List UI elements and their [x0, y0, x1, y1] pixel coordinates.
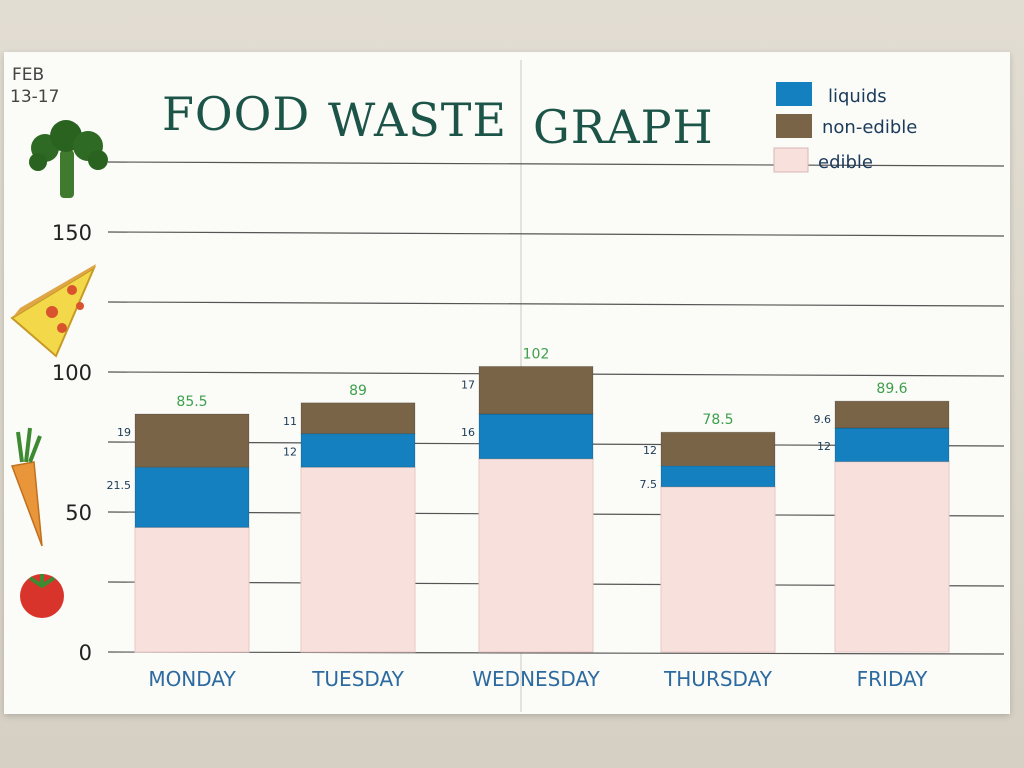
- bars: [134, 365, 950, 653]
- x-label-wednesday: WEDNESDAY: [472, 667, 600, 691]
- date-line-1: FEB: [12, 65, 44, 85]
- legend-swatch-non-edible: [776, 114, 812, 138]
- total-labels: 85.5 89 102 78.5 89.6: [176, 346, 907, 428]
- y-tick-label: 50: [65, 501, 92, 525]
- x-label-monday: MONDAY: [148, 667, 236, 691]
- segment-label-liquids: 16: [461, 426, 475, 439]
- segment-label-liquids: 7.5: [640, 478, 658, 491]
- segment-label-non-edible: 9.6: [814, 413, 832, 426]
- segment-label-non-edible: 17: [461, 378, 475, 391]
- pizza-slice-icon: [10, 264, 97, 358]
- total-label: 78.5: [702, 412, 733, 428]
- bar-liquids-friday: [834, 427, 950, 463]
- legend-label-liquids: liquids: [828, 86, 887, 107]
- x-label-thursday: THURSDAY: [663, 667, 773, 691]
- broccoli-icon: [29, 120, 108, 198]
- x-label-friday: FRIDAY: [857, 667, 928, 691]
- bar-non-edible-thursday: [660, 431, 776, 467]
- legend-swatch-edible: [773, 147, 809, 173]
- tomato-icon: [20, 574, 64, 618]
- legend: liquids non-edible edible: [773, 82, 917, 173]
- bar-non-edible-tuesday: [300, 402, 416, 435]
- segment-label-non-edible: 19: [117, 426, 131, 439]
- y-tick-label: 0: [79, 641, 92, 665]
- legend-label-edible: edible: [818, 152, 873, 173]
- total-label: 85.5: [176, 394, 207, 410]
- x-label-tuesday: TUESDAY: [311, 667, 404, 691]
- bar-liquids-monday: [134, 466, 250, 528]
- total-label: 102: [523, 346, 550, 362]
- bar-non-edible-monday: [134, 413, 250, 468]
- gridline: [107, 231, 1005, 237]
- total-label: 89.6: [876, 381, 907, 397]
- legend-swatch-liquids: [776, 82, 812, 106]
- bar-edible-monday: [134, 526, 250, 653]
- y-tick-label: 100: [52, 361, 92, 385]
- total-label: 89: [349, 383, 367, 399]
- segment-label-liquids: 12: [283, 446, 297, 459]
- x-axis-labels: MONDAY TUESDAY WEDNESDAY THURSDAY FRIDAY: [148, 667, 928, 691]
- bar-edible-friday: [834, 461, 950, 653]
- bar-liquids-wednesday: [478, 413, 594, 460]
- gridline: [107, 161, 1005, 167]
- bar-edible-tuesday: [300, 466, 416, 653]
- bar-liquids-thursday: [660, 465, 776, 488]
- chart-title-word-2: WASTE: [328, 93, 507, 147]
- segment-label-non-edible: 12: [643, 444, 657, 457]
- chart-title-word-3: GRAPH: [533, 100, 714, 154]
- legend-label-non-edible: non-edible: [822, 117, 917, 138]
- bar-edible-thursday: [660, 486, 776, 653]
- bar-liquids-tuesday: [300, 433, 416, 468]
- bar-non-edible-friday: [834, 400, 950, 429]
- date-line-2: 13-17: [10, 87, 59, 107]
- gridline: [107, 301, 1005, 307]
- chart-title-word-1: FOOD: [162, 87, 310, 141]
- carrot-icon: [10, 427, 43, 547]
- segment-labels: 21.5 19 12 11 16 17 7.5 12 12 9.6: [107, 378, 832, 492]
- x-axis-baseline: [107, 651, 1005, 655]
- bar-edible-wednesday: [478, 458, 594, 653]
- segment-label-liquids: 12: [817, 440, 831, 453]
- bar-non-edible-wednesday: [478, 365, 594, 415]
- segment-label-liquids: 21.5: [107, 479, 132, 492]
- y-tick-label: 150: [52, 221, 92, 245]
- y-axis-ticks: 0 50 100 150: [52, 221, 92, 665]
- segment-label-non-edible: 11: [283, 415, 297, 428]
